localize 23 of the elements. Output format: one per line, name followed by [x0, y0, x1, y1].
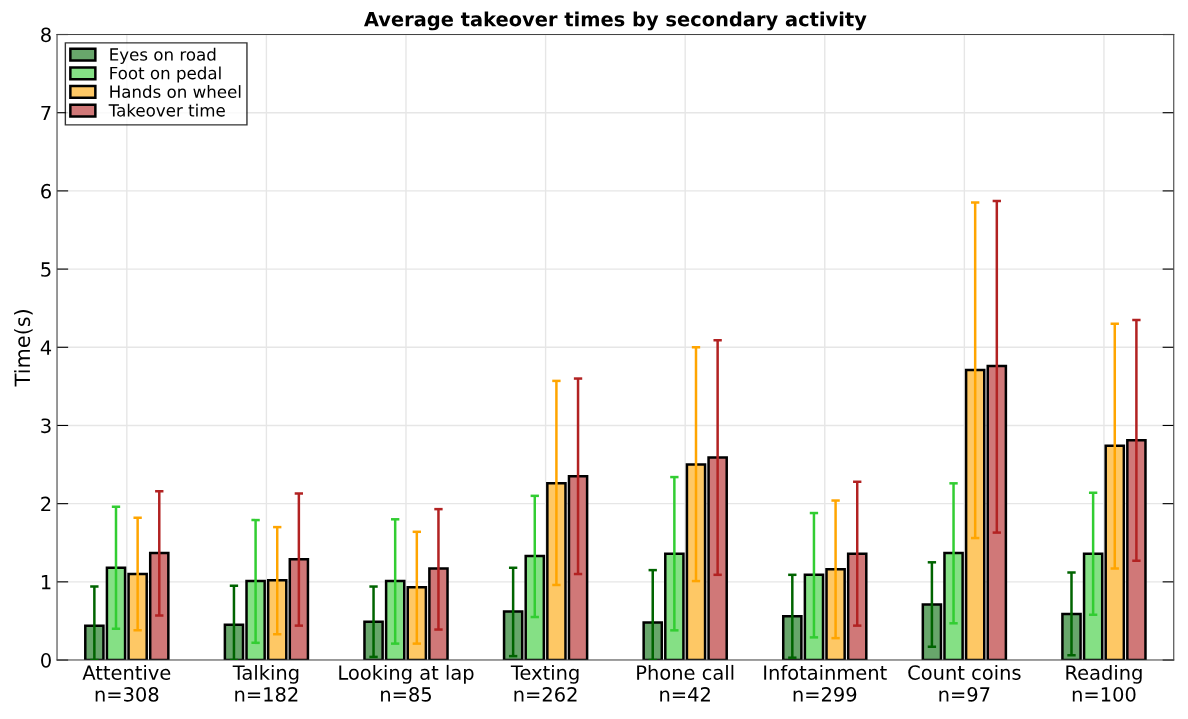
y-tick-label: 5: [41, 262, 51, 277]
y-tick-label: 1: [41, 575, 51, 590]
x-tick-label: Infotainment n=299: [764, 664, 887, 702]
legend-label: Eyes on road: [110, 47, 216, 64]
y-tick-label: 7: [41, 105, 51, 121]
y-tick-label: 4: [40, 340, 52, 355]
legend-label: Hands on wheel: [110, 85, 241, 99]
x-tick-label: Texting n=262: [510, 664, 579, 702]
x-tick-label: Phone call n=42: [637, 664, 734, 702]
x-tick-label: Talking n=182: [232, 664, 299, 702]
legend-label: Takeover time: [108, 103, 225, 117]
chart-title: Average takeover times by secondary activity: [363, 11, 867, 31]
y-tick-label: 8: [41, 27, 51, 43]
y-tick-label: 2: [41, 496, 51, 512]
y-tick-label: 6: [41, 183, 51, 199]
legend-label: Foot on pedal: [110, 66, 221, 83]
y-tick-label: 0: [41, 653, 51, 668]
x-tick-label: Count coins n=97: [908, 664, 1021, 702]
y-axis-title: Time(s): [14, 310, 33, 387]
y-tick-label: 3: [41, 418, 51, 434]
x-tick-label: Reading n=100: [1066, 664, 1142, 702]
x-tick-label: Looking at lap n=85: [339, 664, 474, 702]
x-tick-label: Attentive n=308: [82, 664, 171, 702]
